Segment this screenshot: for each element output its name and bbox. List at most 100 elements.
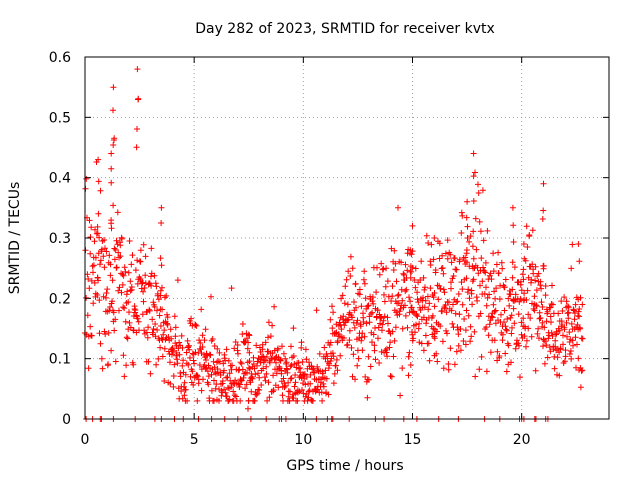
data-point [370, 331, 377, 338]
data-point [313, 307, 320, 314]
data-point [530, 270, 537, 277]
data-point [108, 179, 115, 186]
data-point [300, 390, 307, 397]
data-point [521, 290, 528, 297]
data-point [135, 318, 142, 325]
data-point [332, 362, 339, 369]
data-point [123, 334, 130, 341]
data-point [118, 289, 125, 296]
x-axis-label: GPS time / hours [286, 458, 403, 474]
data-point [109, 277, 116, 284]
data-point [126, 319, 133, 326]
data-point [256, 374, 263, 381]
data-point [343, 276, 350, 283]
data-point [96, 297, 103, 304]
data-point [511, 320, 518, 327]
data-point [160, 331, 167, 338]
data-point [442, 250, 449, 257]
data-point [361, 333, 368, 340]
data-point [574, 341, 580, 348]
y-tick-label: 0.1 [49, 352, 71, 368]
data-point [207, 352, 214, 359]
data-point [547, 304, 554, 311]
data-point [363, 305, 370, 312]
data-point [533, 287, 540, 294]
data-point [397, 392, 404, 399]
data-point [345, 268, 352, 275]
data-point [270, 372, 277, 379]
data-point [375, 335, 381, 342]
data-point [572, 301, 579, 308]
data-point [101, 237, 108, 243]
data-point [369, 298, 376, 305]
data-point [557, 346, 564, 353]
data-point [152, 333, 159, 340]
data-point [493, 261, 500, 268]
data-point [174, 356, 180, 363]
data-point [409, 331, 416, 338]
data-point [152, 280, 159, 287]
data-point [545, 335, 552, 342]
data-point [167, 380, 174, 387]
data-point [473, 246, 480, 253]
data-point [253, 391, 260, 398]
data-point [282, 355, 289, 362]
data-point [384, 353, 391, 360]
data-point [447, 345, 454, 352]
data-point [144, 334, 151, 341]
data-point [405, 353, 412, 360]
data-point [449, 320, 456, 327]
data-point [273, 359, 279, 366]
data-point [182, 386, 189, 393]
data-point [295, 365, 302, 372]
data-point [95, 210, 102, 217]
data-point [269, 322, 276, 329]
data-point [503, 368, 510, 375]
data-point [503, 327, 510, 334]
data-point [453, 348, 460, 355]
data-point [339, 292, 346, 299]
data-point [544, 354, 551, 361]
data-point [177, 373, 184, 380]
data-point [87, 250, 94, 257]
data-point [539, 319, 546, 326]
data-point [531, 293, 538, 300]
data-point [341, 322, 348, 329]
data-point [488, 313, 495, 320]
data-point [102, 245, 108, 252]
data-point [479, 278, 486, 285]
data-point [364, 303, 371, 310]
data-point [407, 362, 414, 368]
x-tick-label: 5 [190, 432, 199, 448]
data-point [470, 173, 477, 180]
data-point [414, 313, 421, 320]
data-point [154, 327, 161, 333]
data-point [425, 340, 432, 347]
data-point [334, 367, 341, 374]
data-point [565, 315, 572, 322]
data-point [373, 289, 380, 296]
data-point [415, 299, 422, 306]
data-point [367, 311, 374, 317]
data-point [369, 309, 376, 316]
data-point [283, 359, 290, 366]
data-point [307, 380, 314, 387]
data-point [134, 66, 141, 73]
data-point [387, 339, 394, 346]
data-point [154, 307, 160, 314]
data-point [549, 301, 556, 308]
data-point [540, 343, 546, 350]
data-point [430, 294, 437, 301]
data-point [496, 353, 503, 359]
data-point [392, 260, 399, 267]
data-point [233, 393, 239, 400]
data-point [380, 317, 387, 324]
data-point [426, 357, 433, 364]
data-point [409, 222, 416, 229]
data-point [502, 323, 509, 330]
data-point [387, 373, 394, 379]
data-point [270, 387, 277, 393]
data-point [225, 357, 232, 364]
data-point [536, 335, 542, 342]
data-point [83, 175, 90, 182]
